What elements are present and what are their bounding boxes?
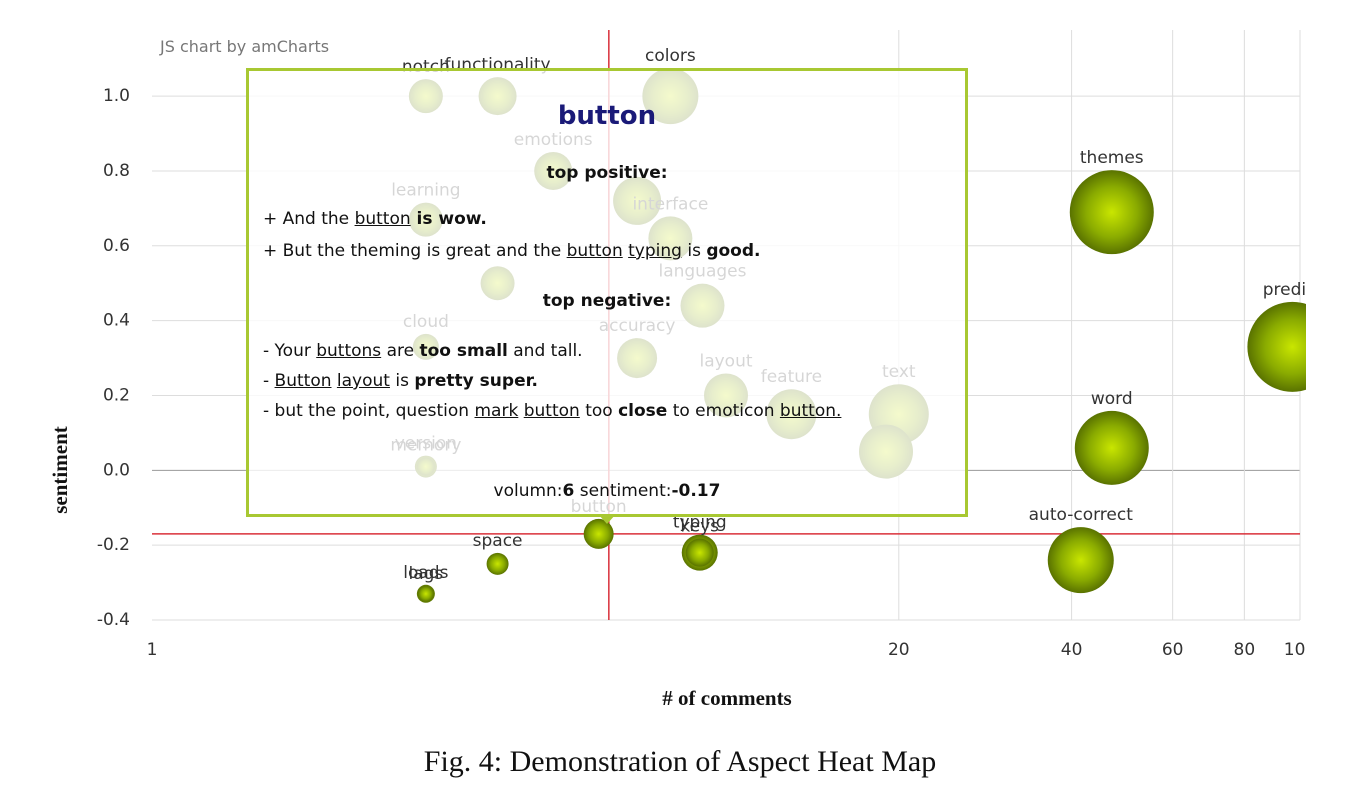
tooltip-line: - Button layout is pretty super. xyxy=(263,371,538,391)
y-tick-label: -0.4 xyxy=(97,610,130,630)
chart-credit: JS chart by amCharts xyxy=(160,37,330,56)
bubble xyxy=(1069,170,1154,255)
tooltip-text: button xyxy=(523,401,580,421)
bubble xyxy=(1074,410,1149,485)
tooltip-text: is xyxy=(389,371,415,391)
tooltip-text: button xyxy=(566,241,623,261)
tooltip-text: mark xyxy=(474,401,519,421)
y-axis-title: sentiment xyxy=(48,426,72,514)
y-tick-label: 0.2 xyxy=(103,385,130,405)
tooltip-text: too xyxy=(579,401,619,421)
bubble-label: themes xyxy=(1080,148,1144,168)
tooltip-text: typing xyxy=(628,241,682,261)
bubble xyxy=(1247,301,1306,392)
x-axis-title: # of comments xyxy=(662,686,791,710)
y-tick-label: -0.2 xyxy=(97,535,130,555)
tooltip-text: is wow. xyxy=(410,209,487,229)
tooltip-text: layout xyxy=(336,371,390,391)
bubble xyxy=(486,552,509,575)
tooltip-text: -0.17 xyxy=(671,481,721,501)
bubble-label: predict xyxy=(1263,280,1306,300)
x-tick-label: 80 xyxy=(1234,640,1256,660)
bubble-label: space xyxy=(473,531,523,551)
tooltip-text: + But the theming is great and the xyxy=(263,241,567,261)
tooltip-line: + And the button is wow. xyxy=(263,209,487,229)
y-tick-label: 0.8 xyxy=(103,161,130,181)
tooltip-text: are xyxy=(381,341,420,361)
tooltip-title: button xyxy=(557,101,657,131)
tooltip-line: + But the theming is great and the butto… xyxy=(263,241,760,261)
x-tick-label: 40 xyxy=(1061,640,1083,660)
bubble xyxy=(685,538,714,567)
bubble-label: lags xyxy=(408,564,443,584)
tooltip-text: - xyxy=(263,371,275,391)
tooltip-text: - but the point, question xyxy=(263,401,475,421)
tooltip-text: 6 xyxy=(562,481,575,501)
tooltip-pointer xyxy=(598,514,616,524)
tooltip-line: - Your buttons are too small and tall. xyxy=(263,341,583,361)
tooltip-text: button. xyxy=(779,401,842,421)
x-tick-label: 20 xyxy=(888,640,910,660)
negative-heading: top negative: xyxy=(542,291,672,311)
tooltip-line: volumn:6 sentiment:-0.17 xyxy=(249,481,965,501)
x-tick-label: 60 xyxy=(1162,640,1184,660)
tooltip: button top positive: top negative: + And… xyxy=(246,68,968,517)
x-tick-label: 1 xyxy=(147,640,158,660)
y-tick-label: 1.0 xyxy=(103,86,130,106)
bubble xyxy=(1047,527,1114,594)
tooltip-text: pretty super. xyxy=(414,371,539,391)
tooltip-text: volumn: xyxy=(493,481,563,501)
bubble xyxy=(417,585,434,602)
tooltip-text: button xyxy=(354,209,411,229)
tooltip-text: and tall. xyxy=(507,341,583,361)
tooltip-text: + And the xyxy=(263,209,355,229)
tooltip-text: Button xyxy=(274,371,332,391)
tooltip-text: too small xyxy=(419,341,508,361)
bubble-label: typing xyxy=(673,513,727,533)
x-tick-label: 100 xyxy=(1284,640,1306,660)
bubble-label: keys xyxy=(680,517,719,537)
tooltip-text: buttons xyxy=(316,341,382,361)
bubble xyxy=(583,518,614,549)
tooltip-text: to emoticon xyxy=(667,401,780,421)
tooltip-text: good. xyxy=(706,241,761,261)
bubble-label: loads xyxy=(403,563,448,583)
tooltip-line: - but the point, question mark button to… xyxy=(263,401,841,421)
tooltip-text: close xyxy=(618,401,668,421)
y-tick-label: 0.0 xyxy=(103,460,130,480)
y-tick-label: 0.4 xyxy=(103,311,130,331)
caption: Fig. 4: Demonstration of Aspect Heat Map xyxy=(423,745,937,778)
positive-heading: top positive: xyxy=(546,163,668,183)
bubble-label: colors xyxy=(645,46,696,66)
tooltip-text: is xyxy=(681,241,707,261)
y-tick-label: 0.6 xyxy=(103,236,130,256)
tooltip-text: - Your xyxy=(263,341,317,361)
tooltip-text: sentiment: xyxy=(574,481,672,501)
bubble-label: word xyxy=(1091,389,1133,409)
bubble-label: auto-correct xyxy=(1029,505,1134,525)
